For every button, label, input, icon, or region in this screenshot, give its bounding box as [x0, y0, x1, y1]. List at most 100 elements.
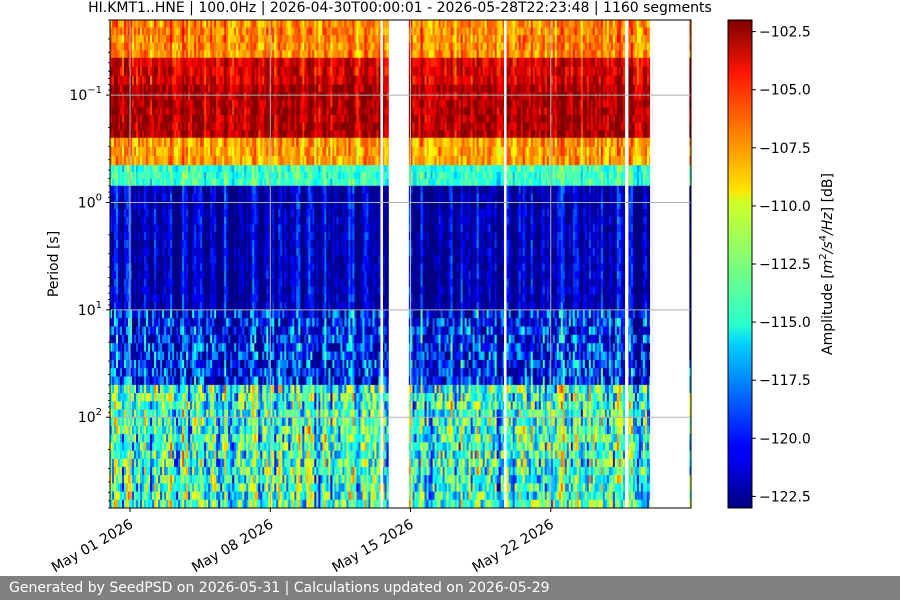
heatmap-cell	[554, 99, 558, 109]
heatmap-cell	[118, 130, 121, 139]
heatmap-cell	[554, 115, 558, 124]
heatmap-cell	[644, 42, 648, 51]
heatmap-cell	[640, 115, 644, 124]
heatmap-cell	[568, 42, 572, 51]
heatmap-cell	[620, 27, 624, 36]
heatmap-cell	[240, 115, 243, 124]
heatmap-cell	[252, 92, 255, 101]
heatmap-cell	[514, 75, 518, 86]
heatmap-cell	[340, 75, 343, 86]
heatmap-cell	[572, 137, 576, 148]
heatmap-cell	[162, 66, 165, 77]
heatmap-cell	[330, 35, 333, 44]
heatmap-cell	[374, 137, 378, 148]
heatmap-cell	[512, 146, 516, 157]
heatmap-cell	[242, 115, 245, 124]
heatmap-cell	[112, 35, 115, 44]
heatmap-cell	[556, 27, 560, 36]
heatmap-cell	[600, 42, 604, 51]
heatmap-cell	[628, 107, 632, 116]
heatmap-cell	[418, 115, 422, 124]
heatmap-cell	[256, 20, 259, 29]
heatmap-cell	[256, 27, 259, 36]
heatmap-cell	[524, 66, 528, 77]
heatmap-cell	[320, 84, 323, 93]
heatmap-cell	[328, 130, 331, 139]
heatmap-cell	[262, 57, 265, 68]
heatmap-cell	[114, 146, 117, 157]
heatmap-cell	[422, 35, 426, 44]
heatmap-cell	[430, 57, 434, 68]
heatmap-cell	[552, 146, 556, 157]
heatmap-cell	[230, 42, 233, 51]
heatmap-cell	[272, 92, 275, 101]
heatmap-cell	[588, 92, 592, 101]
heatmap-cell	[222, 156, 225, 166]
heatmap-cell	[542, 99, 546, 109]
heatmap-cell	[294, 107, 297, 116]
heatmap-cell	[548, 115, 552, 124]
heatmap-cell	[248, 115, 251, 124]
heatmap-cell	[230, 92, 233, 101]
heatmap-cell	[264, 107, 267, 116]
heatmap-cell	[534, 27, 538, 36]
heatmap-cell	[210, 115, 213, 124]
heatmap-cell	[188, 27, 191, 36]
heatmap-cell	[464, 107, 468, 116]
heatmap-cell	[202, 115, 205, 124]
heatmap-cell	[218, 156, 221, 166]
heatmap-cell	[236, 137, 239, 148]
heatmap-cell	[566, 57, 570, 68]
heatmap-cell	[474, 20, 478, 29]
heatmap-cell	[506, 84, 510, 93]
heatmap-cell	[304, 35, 307, 44]
heatmap-cell	[446, 75, 450, 86]
heatmap-cell	[180, 20, 183, 29]
heatmap-cell	[570, 99, 574, 109]
heatmap-cell	[448, 50, 452, 59]
heatmap-cell	[308, 146, 311, 157]
heatmap-cell	[436, 146, 440, 157]
heatmap-cell	[576, 84, 580, 93]
heatmap-cell	[358, 92, 362, 101]
heatmap-cell	[348, 57, 352, 68]
heatmap-cell	[588, 50, 592, 59]
heatmap-cell	[350, 57, 354, 68]
heatmap-cell	[260, 99, 263, 109]
heatmap-cell	[354, 137, 358, 148]
heatmap-cell	[486, 130, 490, 139]
heatmap-cell	[374, 42, 378, 51]
heatmap-cell	[120, 146, 123, 157]
heatmap-cell	[530, 107, 534, 116]
heatmap-cell	[546, 35, 550, 44]
heatmap-cell	[636, 75, 640, 86]
heatmap-cell	[618, 84, 622, 93]
heatmap-cell	[498, 107, 502, 116]
heatmap-cell	[418, 146, 422, 157]
heatmap-cell	[426, 99, 430, 109]
heatmap-cell	[460, 122, 464, 131]
heatmap-cell	[200, 156, 203, 166]
heatmap-cell	[190, 20, 193, 29]
heatmap-cell	[416, 92, 420, 101]
heatmap-cell	[150, 92, 153, 101]
heatmap-cell	[542, 84, 546, 93]
heatmap-cell	[130, 20, 133, 29]
heatmap-cell	[510, 27, 514, 36]
heatmap-cell	[550, 130, 554, 139]
heatmap-cell	[426, 122, 430, 131]
heatmap-cell	[436, 20, 440, 29]
heatmap-cell	[216, 99, 219, 109]
heatmap-cell	[196, 122, 199, 131]
heatmap-cell	[582, 146, 586, 157]
heatmap-cell	[384, 84, 388, 93]
heatmap-cell	[194, 66, 197, 77]
heatmap-cell	[316, 115, 319, 124]
heatmap-cell	[366, 57, 370, 68]
heatmap-cell	[484, 20, 488, 29]
heatmap-cell	[316, 107, 319, 116]
heatmap-cell	[296, 92, 299, 101]
heatmap-cell	[614, 75, 618, 86]
heatmap-cell	[216, 146, 219, 157]
heatmap-cell	[216, 42, 219, 51]
